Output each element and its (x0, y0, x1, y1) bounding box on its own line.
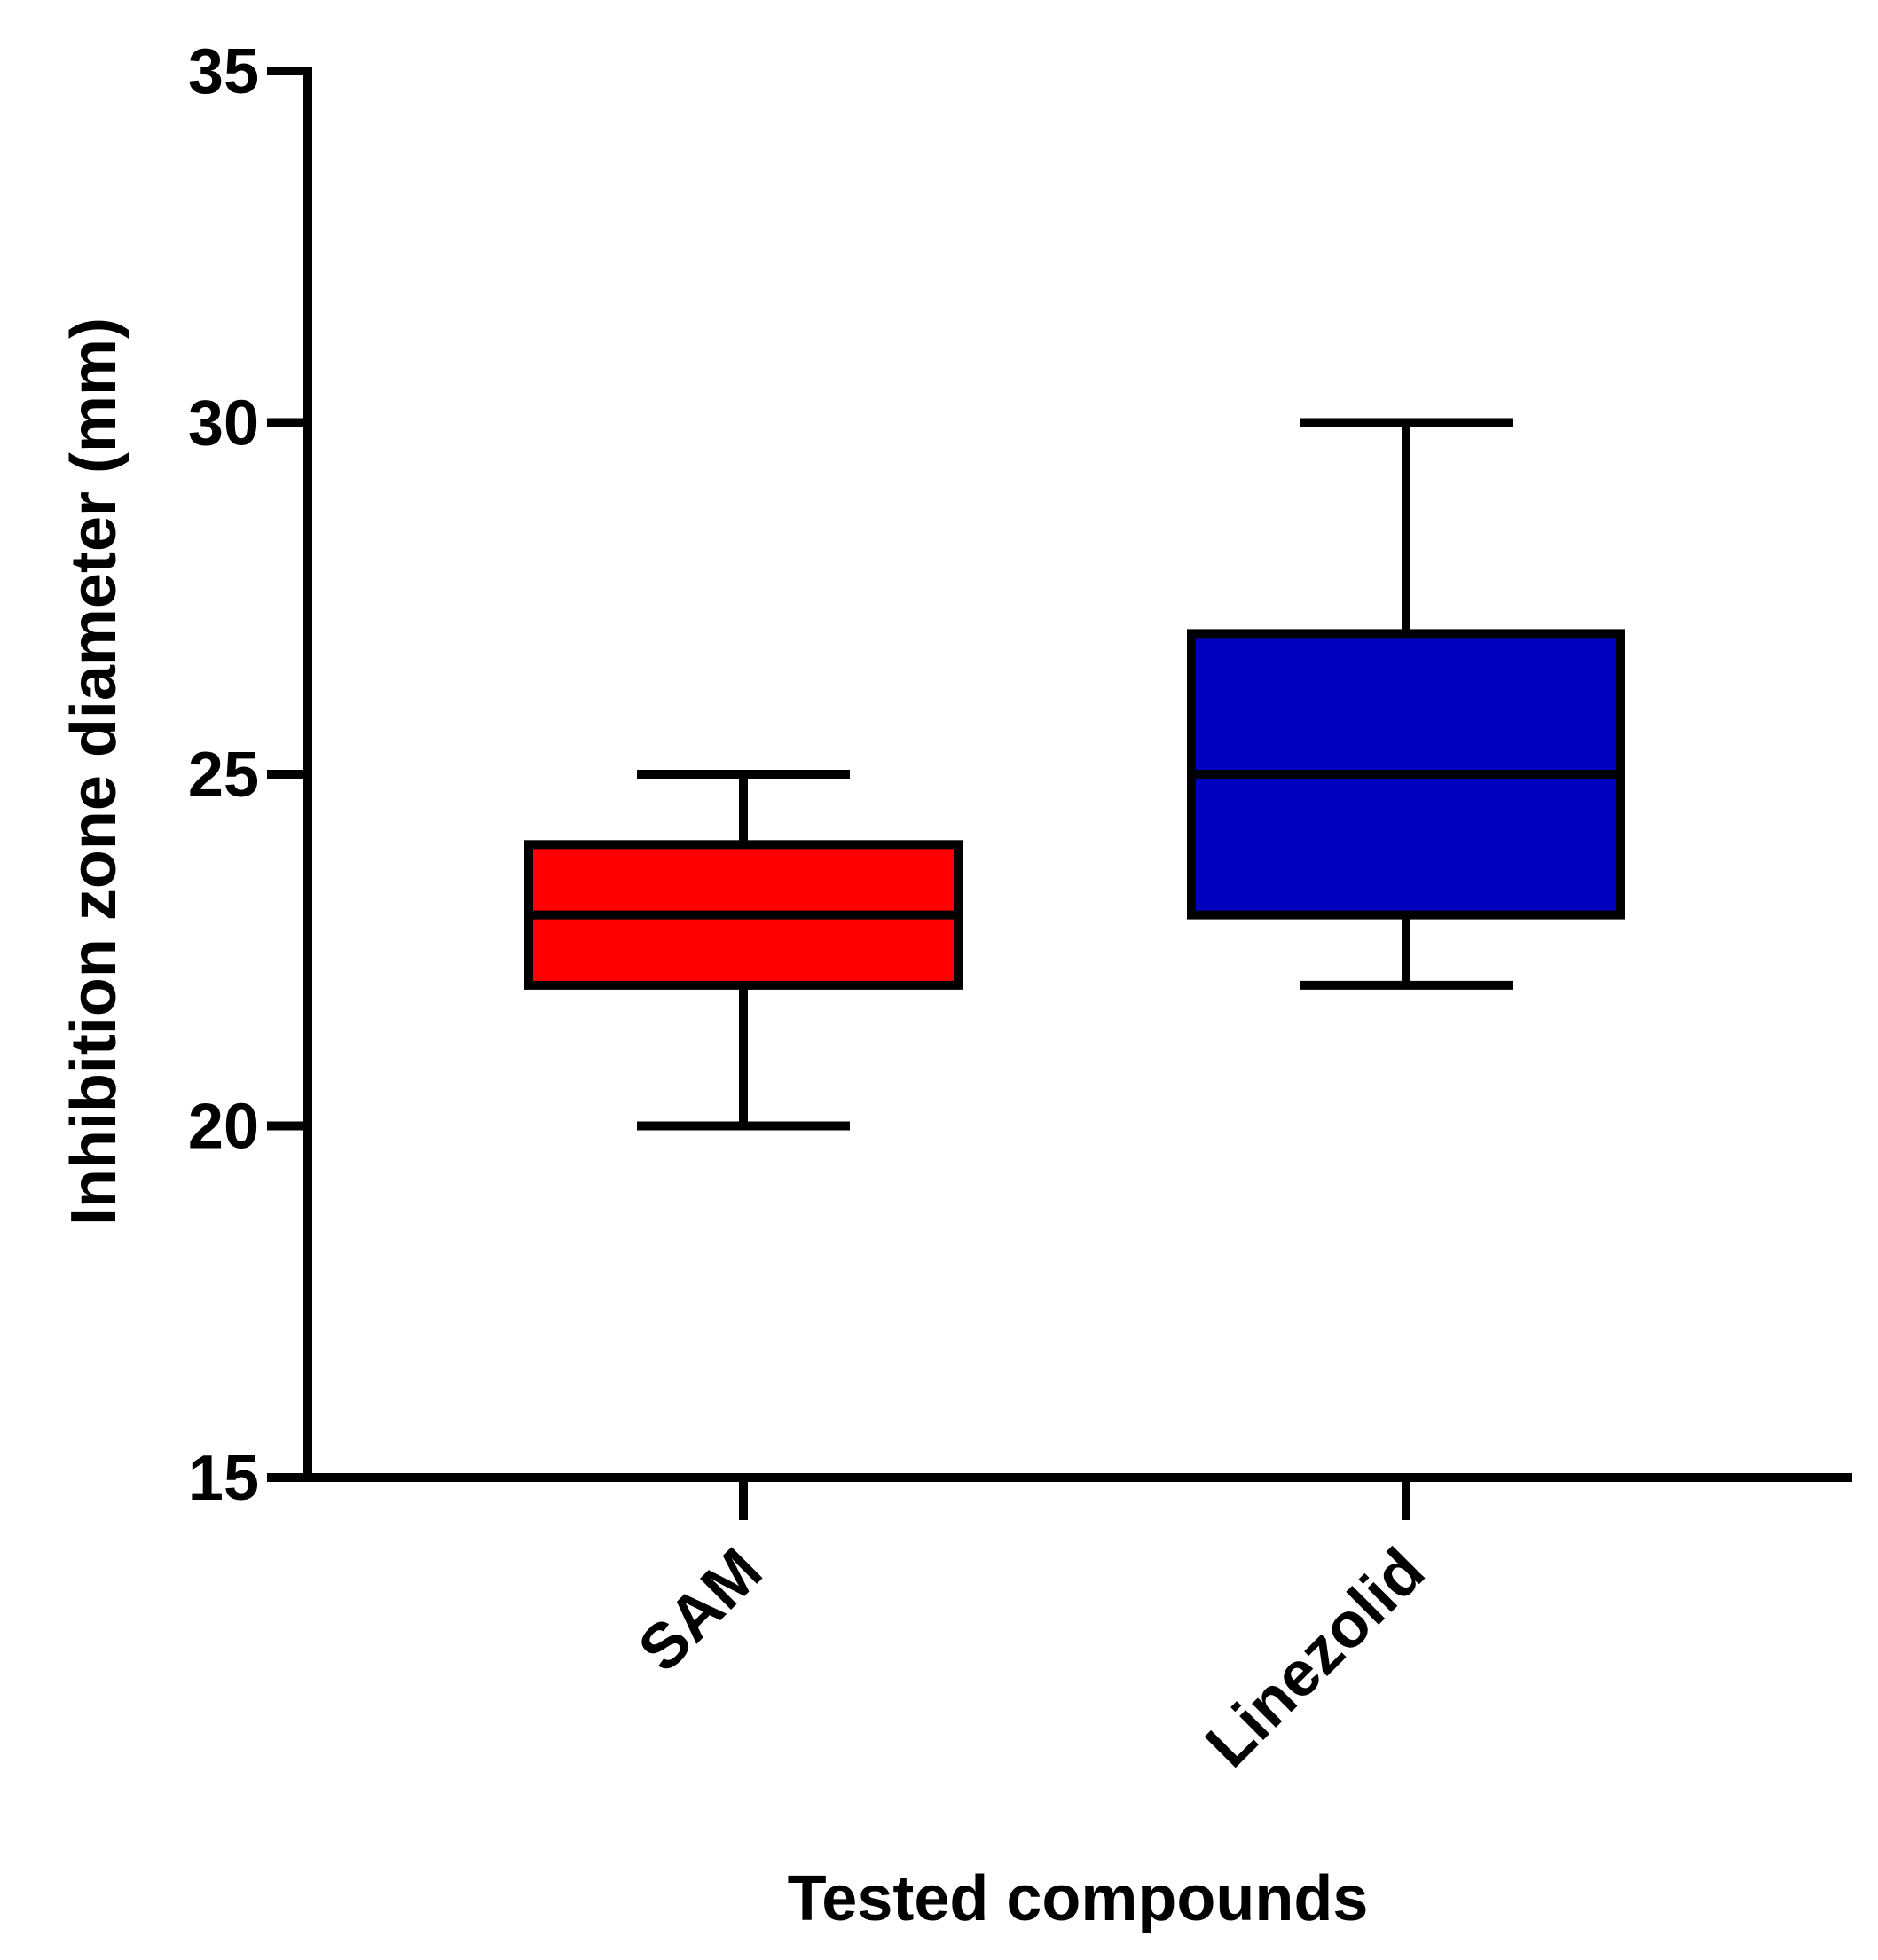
y-axis-title: Inhibition zone diameter (mm) (59, 318, 130, 1226)
plot-area (524, 418, 1625, 1131)
linezolid-x-tick-label: Linezolid (1192, 1535, 1438, 1781)
x-axis-title: Tested compounds (788, 1863, 1369, 1934)
y-tick-label-20: 20 (188, 1092, 259, 1163)
y-tick-label-25: 25 (188, 740, 259, 811)
y-tick-label-15: 15 (188, 1443, 259, 1514)
y-tick-label-35: 35 (188, 36, 259, 107)
sam-x-tick-label: SAM (625, 1535, 776, 1686)
y-tick-label-30: 30 (188, 388, 259, 459)
